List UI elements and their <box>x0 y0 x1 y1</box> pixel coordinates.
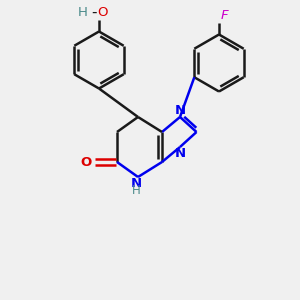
Text: N: N <box>174 104 186 117</box>
Text: N: N <box>131 177 142 190</box>
Text: O: O <box>98 5 108 19</box>
Text: N: N <box>174 147 186 160</box>
Text: H: H <box>132 184 141 197</box>
Text: O: O <box>81 155 92 169</box>
Text: F: F <box>220 9 228 22</box>
Text: H: H <box>78 5 87 19</box>
Text: -: - <box>91 4 96 20</box>
